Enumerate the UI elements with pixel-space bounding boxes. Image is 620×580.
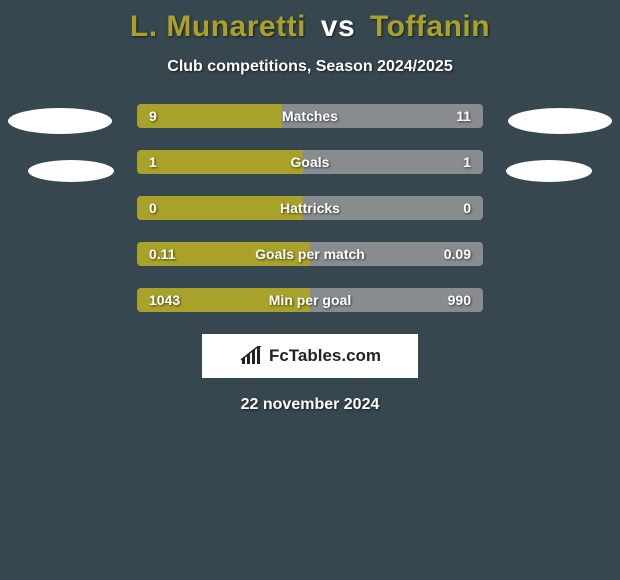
page-title: L. Munaretti vs Toffanin	[0, 0, 620, 44]
player1-badge-small	[28, 160, 114, 182]
brand-box: FcTables.com	[202, 334, 418, 378]
stat-label: Goals	[137, 150, 483, 174]
stat-row: Matches9 11	[137, 104, 483, 128]
stat-right-value: 1	[463, 150, 471, 174]
stat-left-value: 1	[149, 150, 157, 174]
subtitle: Club competitions, Season 2024/2025	[0, 58, 620, 76]
stat-left-value: 0.11	[149, 242, 175, 266]
stat-label: Goals per match	[137, 242, 483, 266]
stat-label: Matches	[137, 104, 483, 128]
stat-row: Goals1 1	[137, 150, 483, 174]
comparison-bars: Matches911Goals11Hattricks00Goals per ma…	[137, 104, 483, 312]
stat-label: Min per goal	[137, 288, 483, 312]
player2-badge-large	[508, 108, 612, 134]
bar-chart-icon	[239, 346, 263, 366]
stat-row: Min per goal1043 990	[137, 288, 483, 312]
title-player2: Toffanin	[370, 10, 490, 43]
stat-right-value: 0	[463, 196, 471, 220]
stat-right-value: 0.09	[444, 242, 471, 266]
comparison-infographic: L. Munaretti vs Toffanin Club competitio…	[0, 0, 620, 580]
stat-row: Hattricks0 0	[137, 196, 483, 220]
player1-badge-large	[8, 108, 112, 134]
stat-right-value: 11	[456, 104, 471, 128]
stat-row: Goals per match0.11 0.09	[137, 242, 483, 266]
stat-left-value: 0	[149, 196, 157, 220]
brand-text: FcTables.com	[269, 346, 381, 366]
stat-left-value: 9	[149, 104, 157, 128]
player2-badge-small	[506, 160, 592, 182]
stat-label: Hattricks	[137, 196, 483, 220]
stat-right-value: 990	[448, 288, 471, 312]
title-vs: vs	[321, 10, 355, 43]
date-text: 22 november 2024	[0, 396, 620, 414]
chart-area: Matches911Goals11Hattricks00Goals per ma…	[0, 104, 620, 414]
stat-left-value: 1043	[149, 288, 180, 312]
title-player1: L. Munaretti	[130, 10, 306, 43]
